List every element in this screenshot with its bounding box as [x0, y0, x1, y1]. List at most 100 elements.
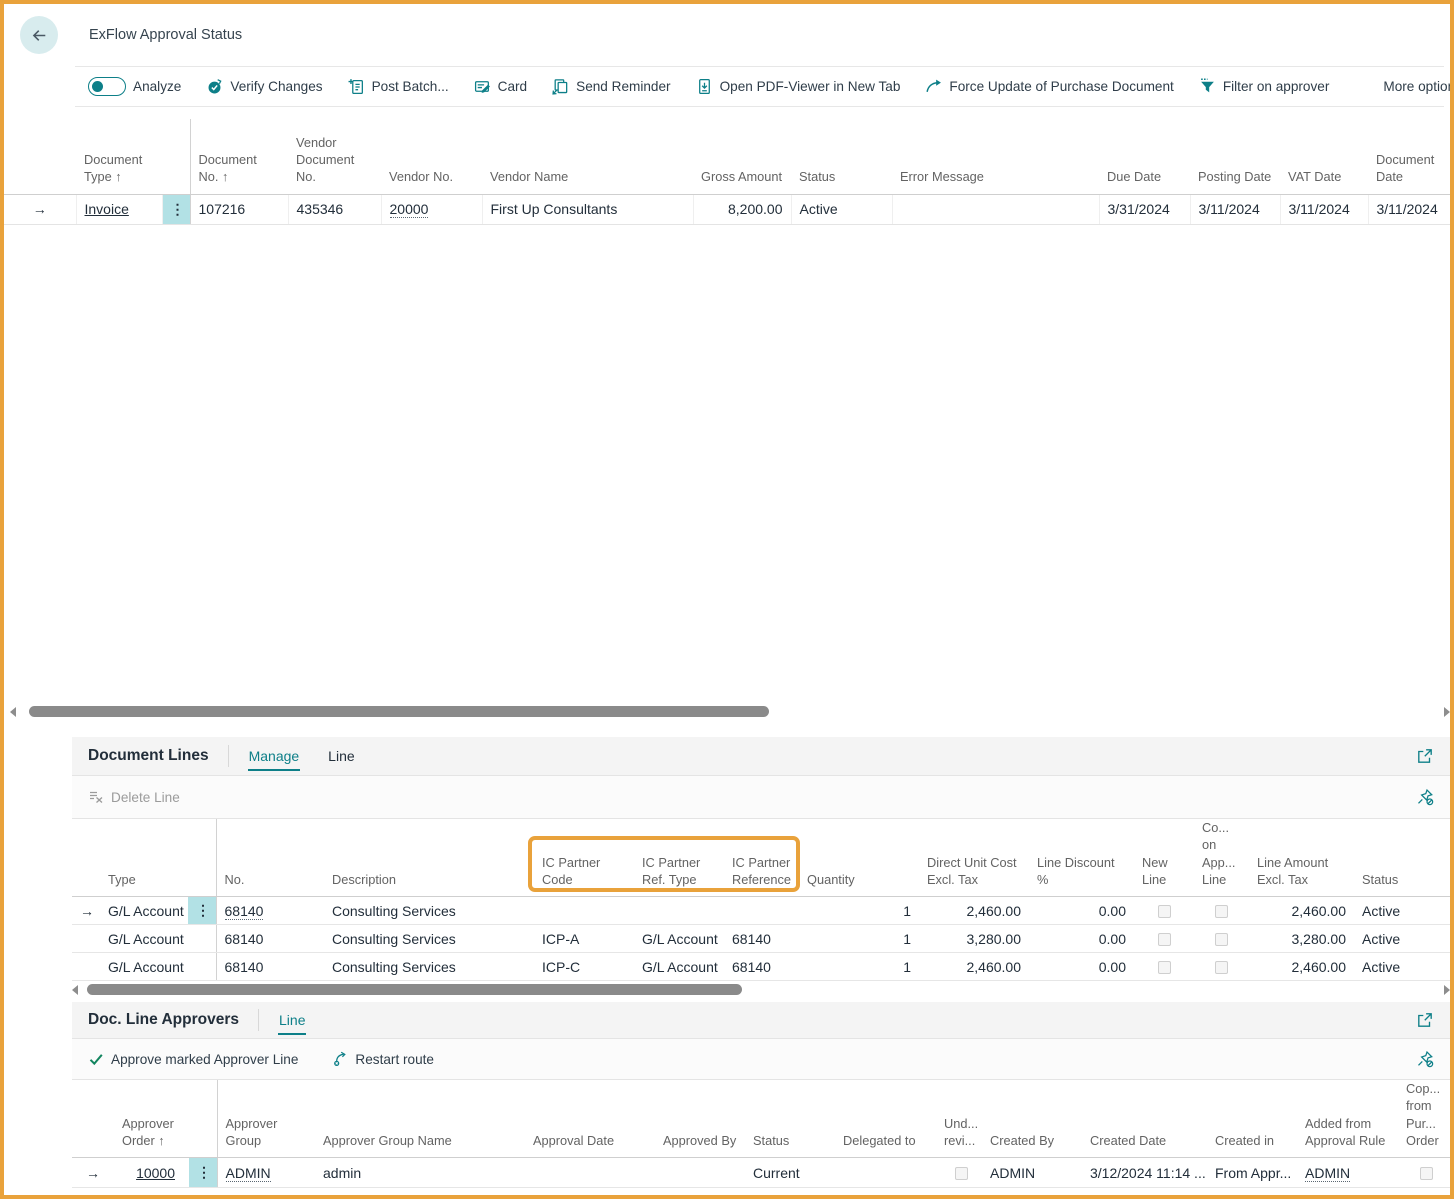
open-pdf-viewer-icon	[696, 78, 713, 95]
col-due-date[interactable]: Due Date	[1099, 119, 1190, 194]
back-button[interactable]	[20, 16, 58, 54]
approve-marked-approver-line-button[interactable]: Approve marked Approver Line	[88, 1051, 298, 1067]
send-reminder-button[interactable]: Send Reminder	[552, 78, 670, 95]
co-on-app-line-checkbox[interactable]	[1215, 933, 1228, 946]
row-menu-button[interactable]: ⋮	[188, 897, 216, 925]
cell-due-date: 3/31/2024	[1099, 194, 1190, 224]
scroll-right-arrow[interactable]	[1444, 707, 1450, 717]
col-document-date[interactable]: Document Date	[1368, 119, 1450, 194]
approver-group-link[interactable]: ADMIN	[226, 1165, 271, 1182]
document-lines-title: Document Lines	[88, 747, 209, 765]
row-menu-button[interactable]: ⋮	[162, 194, 190, 224]
document-row: → Invoice ⋮ 107216 435346 20000 First Up…	[4, 194, 1450, 224]
vendor-no-link[interactable]: 20000	[390, 201, 429, 218]
col-icp-reference[interactable]: IC Partner Reference	[724, 819, 799, 897]
col-created-in[interactable]: Created in	[1207, 1080, 1297, 1158]
col-approver-order[interactable]: Approver Order ↑	[114, 1080, 189, 1158]
filter-on-approver-label: Filter on approver	[1223, 79, 1330, 94]
col-vendor-no[interactable]: Vendor No.	[381, 119, 482, 194]
col-approved-by[interactable]: Approved By	[655, 1080, 745, 1158]
cell-icp-code: ICP-A	[531, 925, 634, 953]
col-status[interactable]: Status	[745, 1080, 835, 1158]
new-line-checkbox[interactable]	[1158, 933, 1171, 946]
co-on-app-line-checkbox[interactable]	[1215, 961, 1228, 974]
under-review-checkbox[interactable]	[955, 1167, 968, 1180]
cell-status: Active	[1354, 925, 1450, 953]
col-new-line[interactable]: New Line	[1134, 819, 1194, 897]
analyze-toggle[interactable]: Analyze	[88, 77, 181, 96]
scroll-left-arrow[interactable]	[72, 985, 78, 995]
send-reminder-label: Send Reminder	[576, 79, 670, 94]
col-delegated-to[interactable]: Delegated to	[835, 1080, 940, 1158]
col-line-amount[interactable]: Line Amount Excl. Tax	[1249, 819, 1354, 897]
force-update-button[interactable]: Force Update of Purchase Document	[925, 78, 1173, 95]
delete-line-button[interactable]: Delete Line	[88, 789, 180, 805]
more-options-button[interactable]: More options	[1383, 79, 1454, 94]
col-created-by[interactable]: Created By	[982, 1080, 1082, 1158]
col-direct-unit-cost[interactable]: Direct Unit Cost Excl. Tax	[919, 819, 1029, 897]
col-document-no[interactable]: Document No. ↑	[190, 119, 288, 194]
col-line-discount[interactable]: Line Discount %	[1029, 819, 1134, 897]
scrollbar-thumb[interactable]	[87, 984, 742, 995]
col-vendor-name[interactable]: Vendor Name	[482, 119, 693, 194]
tab-manage[interactable]: Manage	[248, 741, 301, 771]
cell-line-amount: 2,460.00	[1249, 953, 1354, 981]
col-icp-ref-type[interactable]: IC Partner Ref. Type	[634, 819, 724, 897]
col-vendor-document-no[interactable]: Vendor Document No.	[288, 119, 381, 194]
col-under-review[interactable]: Und... revi...	[940, 1080, 982, 1158]
col-status[interactable]: Status	[791, 119, 892, 194]
col-vat-date[interactable]: VAT Date	[1280, 119, 1368, 194]
col-description[interactable]: Description	[324, 819, 531, 897]
pin-off-icon[interactable]	[1416, 788, 1434, 806]
scroll-left-arrow[interactable]	[10, 707, 16, 717]
cell-status: Active	[791, 194, 892, 224]
cell-co-on-app-line	[1194, 953, 1249, 981]
col-document-type[interactable]: Document Type ↑	[76, 119, 162, 194]
document-type-link[interactable]: Invoice	[85, 201, 129, 217]
filter-on-approver-button[interactable]: Filter on approver	[1199, 78, 1330, 95]
post-batch-button[interactable]: Post Batch...	[348, 78, 449, 95]
card-button[interactable]: Card	[474, 78, 527, 95]
scrollbar-thumb[interactable]	[29, 706, 769, 717]
col-icp-code[interactable]: IC Partner Code	[531, 819, 634, 897]
new-line-checkbox[interactable]	[1158, 961, 1171, 974]
pin-off-icon[interactable]	[1416, 1050, 1434, 1068]
account-no-link[interactable]: 68140	[225, 903, 264, 920]
restart-route-button[interactable]: Restart route	[332, 1051, 434, 1067]
col-status[interactable]: Status	[1354, 819, 1450, 897]
share-icon[interactable]	[1416, 1011, 1434, 1029]
verify-changes-button[interactable]: Verify Changes	[206, 78, 322, 95]
col-no[interactable]: No.	[216, 819, 324, 897]
co-on-app-line-checkbox[interactable]	[1215, 905, 1228, 918]
col-added-from-approval-rule[interactable]: Added from Approval Rule	[1297, 1080, 1402, 1158]
cell-document-type: Invoice	[76, 194, 162, 224]
col-approval-date[interactable]: Approval Date	[525, 1080, 655, 1158]
toggle-off-icon[interactable]	[88, 77, 126, 96]
col-approver-group-name[interactable]: Approver Group Name	[315, 1080, 525, 1158]
col-error-message[interactable]: Error Message	[892, 119, 1099, 194]
open-pdf-viewer-button[interactable]: Open PDF-Viewer in New Tab	[696, 78, 901, 95]
col-created-date[interactable]: Created Date	[1082, 1080, 1207, 1158]
col-gross-amount[interactable]: Gross Amount	[693, 119, 791, 194]
approvers-title: Doc. Line Approvers	[88, 1011, 239, 1029]
tab-line[interactable]: Line	[278, 1005, 306, 1035]
copied-from-po-checkbox[interactable]	[1420, 1167, 1433, 1180]
col-type[interactable]: Type	[100, 819, 188, 897]
tab-line[interactable]: Line	[327, 741, 355, 771]
row-menu-button[interactable]: ⋮	[189, 1158, 217, 1188]
col-quantity[interactable]: Quantity	[799, 819, 919, 897]
col-copied-from-purchase-order[interactable]: Cop... from Pur... Order	[1402, 1080, 1450, 1158]
col-approver-group[interactable]: Approver Group	[217, 1080, 315, 1158]
approver-order-link[interactable]: 10000	[136, 1165, 175, 1181]
added-from-rule-link[interactable]: ADMIN	[1305, 1165, 1350, 1182]
cell-icp-code	[531, 897, 634, 925]
col-co-on-app-line[interactable]: Co... on App... Line	[1194, 819, 1249, 897]
scroll-right-arrow[interactable]	[1444, 985, 1450, 995]
share-icon[interactable]	[1416, 747, 1434, 765]
cell-document-no: 107216	[190, 194, 288, 224]
col-posting-date[interactable]: Posting Date	[1190, 119, 1280, 194]
cell-new-line	[1134, 897, 1194, 925]
cell-delegated-to	[835, 1158, 940, 1188]
new-line-checkbox[interactable]	[1158, 905, 1171, 918]
row-marker-cell	[72, 953, 100, 981]
